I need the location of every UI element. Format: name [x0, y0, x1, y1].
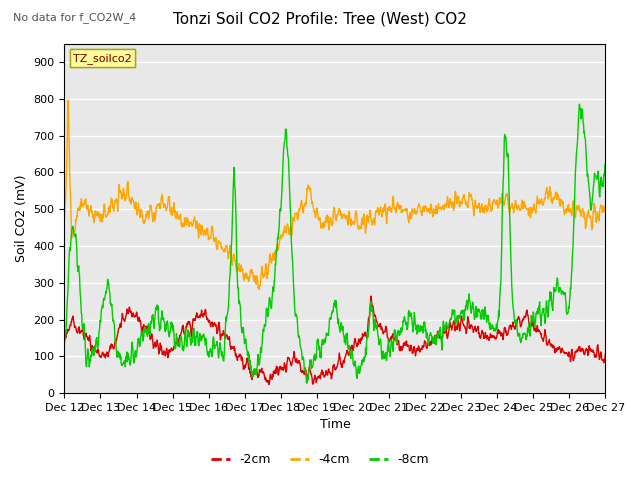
X-axis label: Time: Time [319, 419, 350, 432]
Legend: -2cm, -4cm, -8cm: -2cm, -4cm, -8cm [206, 448, 434, 471]
Y-axis label: Soil CO2 (mV): Soil CO2 (mV) [15, 175, 28, 262]
Legend: TZ_soilco2: TZ_soilco2 [70, 49, 136, 67]
Text: Tonzi Soil CO2 Profile: Tree (West) CO2: Tonzi Soil CO2 Profile: Tree (West) CO2 [173, 12, 467, 27]
Text: No data for f_CO2W_4: No data for f_CO2W_4 [13, 12, 136, 23]
